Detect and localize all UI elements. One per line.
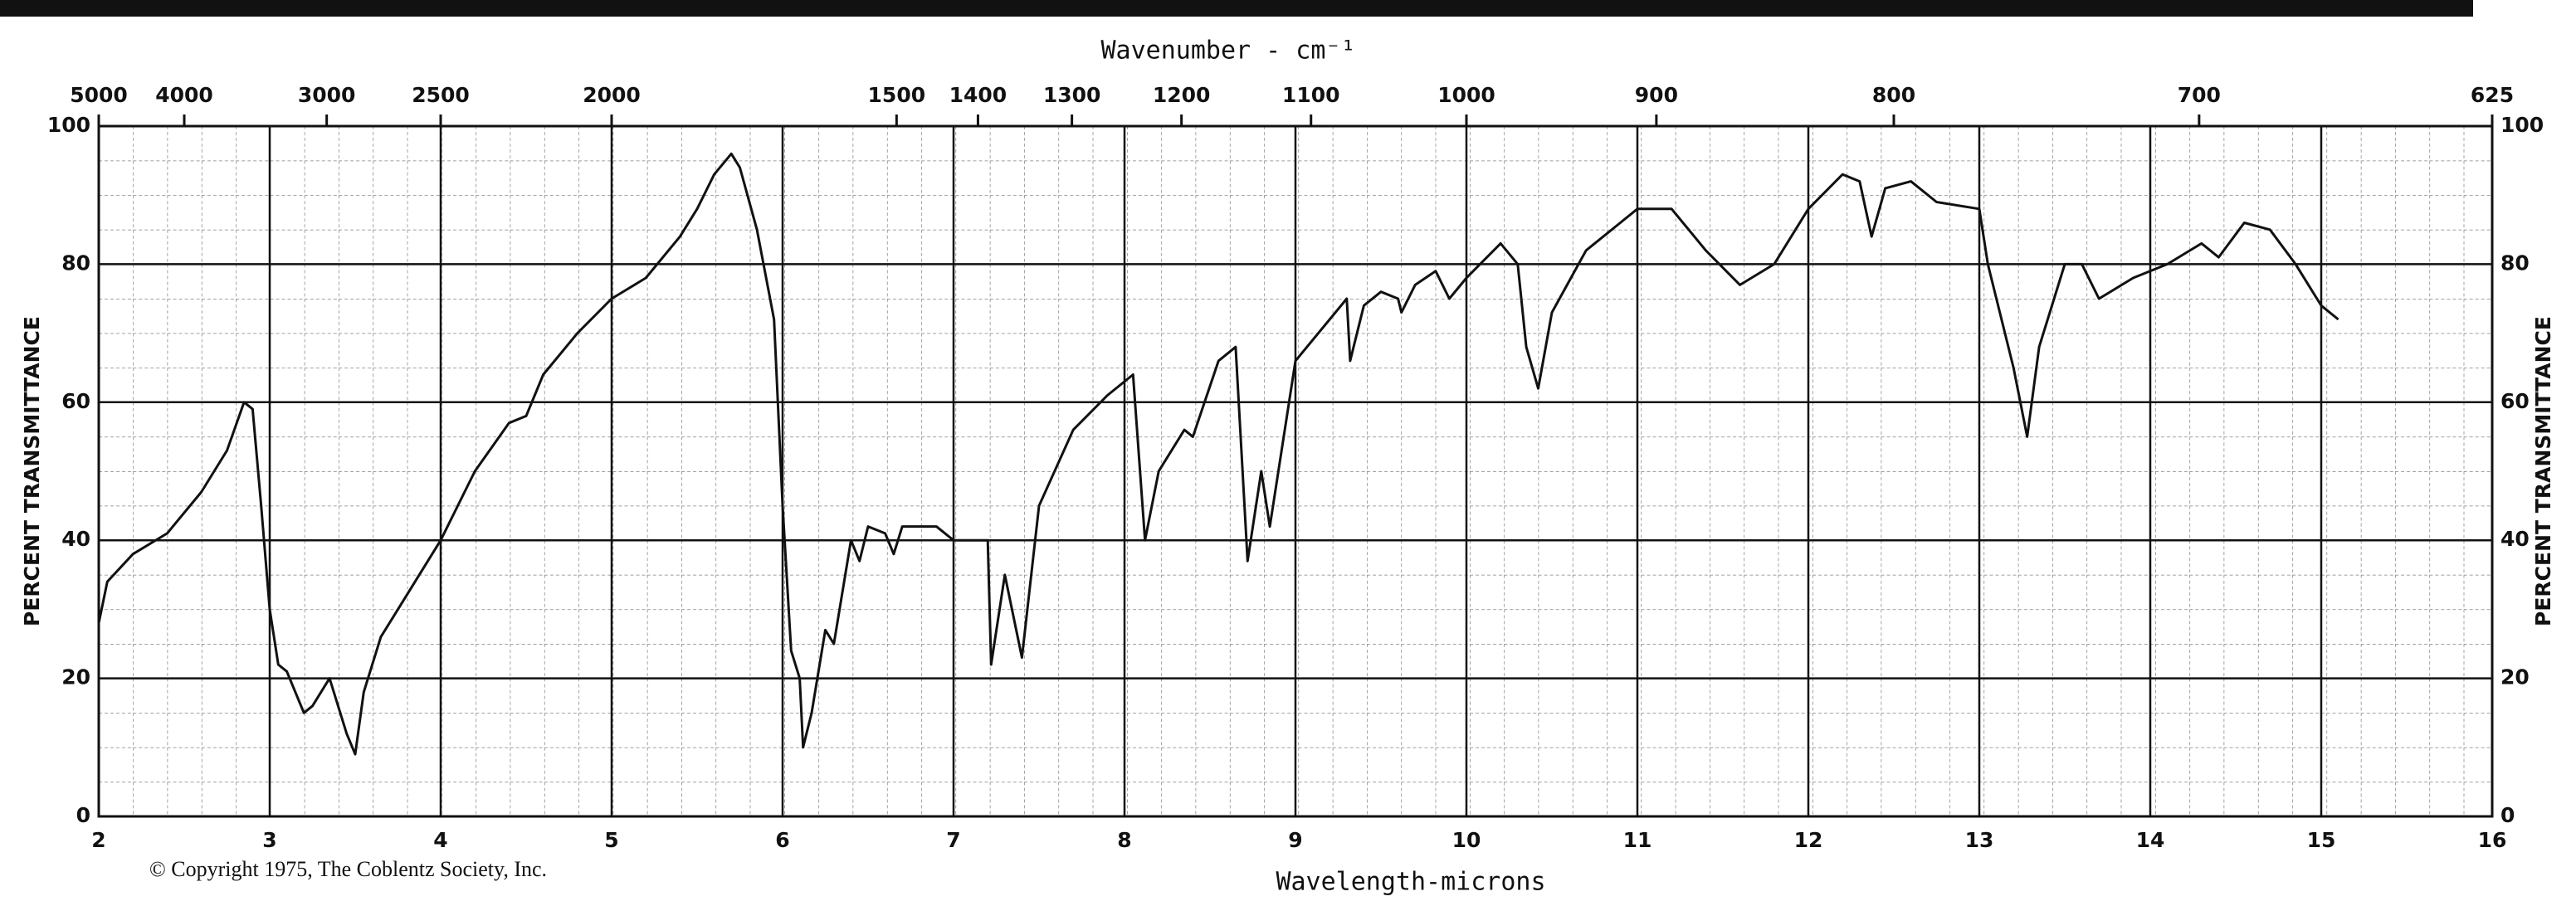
- x-tick-label: 16: [2478, 828, 2507, 852]
- y-tick-label-right: 80: [2500, 251, 2530, 275]
- y-tick-label: 60: [61, 389, 90, 413]
- top-tick-label: 2500: [412, 83, 470, 107]
- top-tick-label: 4000: [155, 83, 213, 107]
- y-tick-label: 40: [61, 527, 90, 551]
- y-axis-title: PERCENT TRANSMITTANCE: [20, 316, 44, 626]
- top-border: [0, 0, 2473, 17]
- y-tick-label: 100: [47, 113, 90, 137]
- top-tick-label: 5000: [70, 83, 128, 107]
- top-tick-label: 1000: [1437, 83, 1495, 107]
- x-tick-label: 15: [2307, 828, 2336, 852]
- top-tick-label: 1200: [1153, 83, 1211, 107]
- top-tick-label: 2000: [583, 83, 641, 107]
- top-tick-label: 1300: [1043, 83, 1101, 107]
- top-tick-label: 3000: [298, 83, 356, 107]
- x-tick-label: 12: [1794, 828, 1823, 852]
- x-tick-label: 14: [2136, 828, 2165, 852]
- x-tick-label: 3: [262, 828, 276, 852]
- top-tick-label: 700: [2178, 83, 2221, 107]
- x-tick-label: 6: [775, 828, 789, 852]
- top-tick-label: 900: [1635, 83, 1678, 107]
- top-tick-label: 1100: [1282, 83, 1340, 107]
- top-tick-label: 625: [2471, 83, 2514, 107]
- y-tick-label: 80: [61, 251, 90, 275]
- top-tick-label: 800: [1872, 83, 1915, 107]
- y-tick-label-right: 60: [2500, 389, 2530, 413]
- x-tick-label: 4: [433, 828, 447, 852]
- y-tick-label-right: 20: [2500, 665, 2530, 689]
- x-tick-label: 7: [946, 828, 960, 852]
- top-tick-label: 1400: [949, 83, 1007, 107]
- x-tick-label: 8: [1117, 828, 1131, 852]
- x-tick-label: 10: [1452, 828, 1481, 852]
- x-tick-label: 2: [91, 828, 105, 852]
- x-tick-label: 11: [1623, 828, 1652, 852]
- x-tick-label: 9: [1288, 828, 1302, 852]
- y-tick-label-right: 0: [2500, 803, 2515, 827]
- copyright: © Copyright 1975, The Coblentz Society, …: [149, 857, 547, 881]
- spectrum-line: [97, 152, 2339, 756]
- y-tick-label-right: 40: [2500, 527, 2530, 551]
- x-tick-label: 5: [604, 828, 618, 852]
- top-axis-title: Wavenumber - cm⁻¹: [1100, 37, 1355, 66]
- y-axis-title-right: PERCENT TRANSMITTANCE: [2531, 316, 2555, 626]
- y-tick-label-right: 100: [2500, 113, 2544, 137]
- top-tick-label: 1500: [868, 83, 926, 107]
- y-tick-label: 20: [61, 665, 90, 689]
- x-tick-label: 13: [1965, 828, 1994, 852]
- y-tick-label: 0: [76, 803, 90, 827]
- x-axis-title: Wavelength-microns: [1276, 868, 1545, 897]
